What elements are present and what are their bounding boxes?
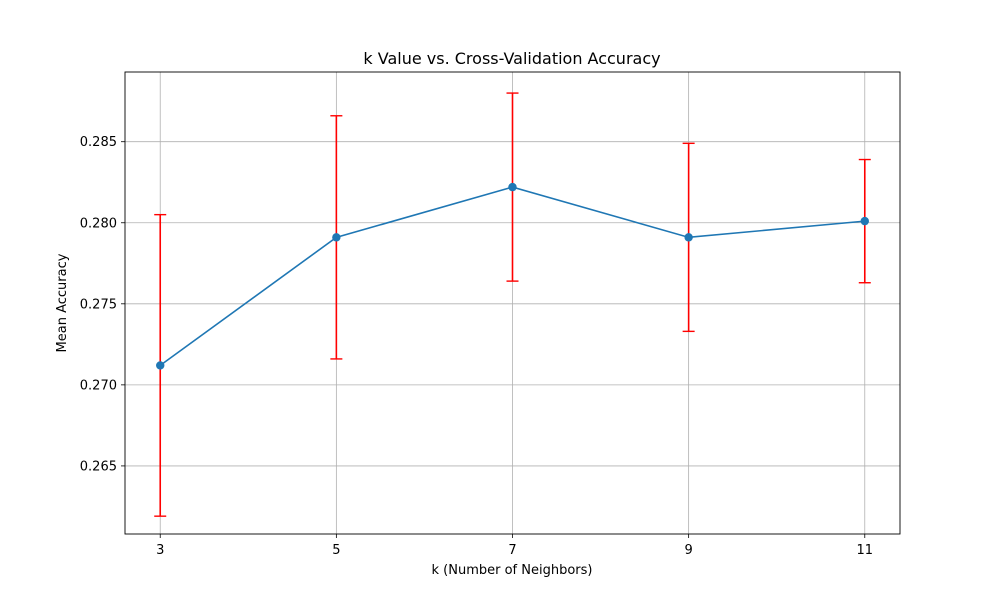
y-tick-label: 0.275	[80, 297, 117, 312]
data-point	[684, 233, 693, 242]
axes-layer: 3 5 7 9 11 0.265 0.270 0.275 0.280 0.285	[80, 71, 901, 558]
data-point	[156, 361, 165, 370]
y-tick-label: 0.280	[80, 216, 117, 231]
data-point	[860, 216, 869, 226]
x-axis-label: k (Number of Neighbors)	[432, 563, 593, 578]
x-tick-label: 9	[684, 543, 692, 558]
chart-title: k Value vs. Cross-Validation Accuracy	[363, 49, 660, 68]
data-point	[332, 233, 341, 242]
x-tick-label: 3	[156, 543, 164, 558]
y-axis-label: Mean Accuracy	[55, 253, 70, 352]
data-point	[508, 182, 517, 192]
x-tick-label: 7	[508, 543, 516, 558]
series-layer	[154, 92, 871, 517]
x-tick-label: 5	[332, 543, 340, 558]
x-tick-label: 11	[856, 543, 873, 558]
y-tick-label: 0.265	[80, 459, 117, 474]
y-tick-label: 0.285	[80, 135, 117, 150]
y-tick-label: 0.270	[80, 378, 117, 393]
